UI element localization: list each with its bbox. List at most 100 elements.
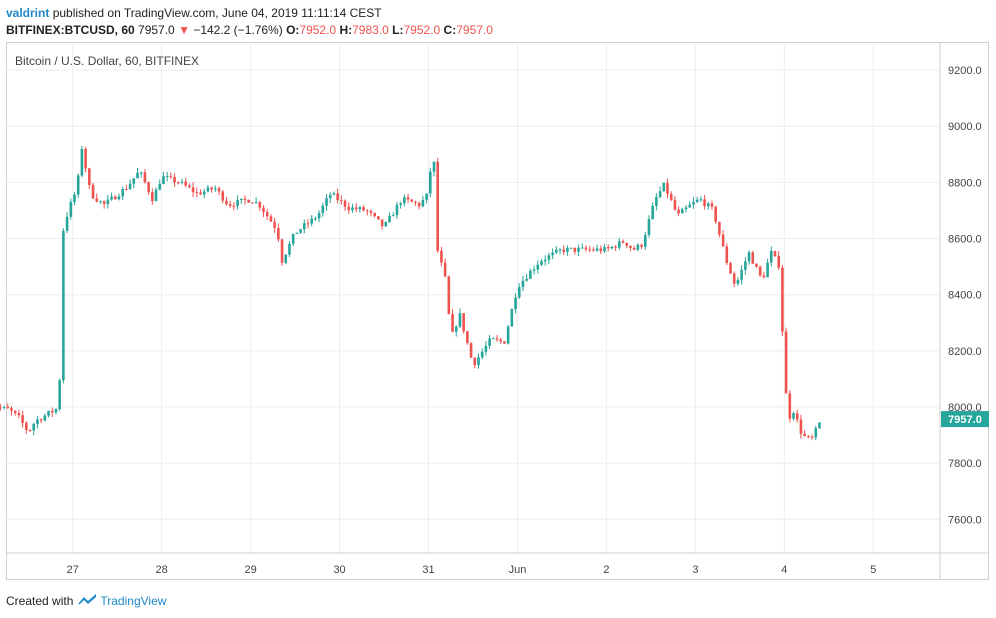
candle-body <box>288 243 291 255</box>
candle-body <box>643 235 647 247</box>
candle-body <box>195 192 199 194</box>
candle-body <box>99 201 102 203</box>
candle-body <box>681 209 684 214</box>
candle-body <box>592 249 595 251</box>
candle-body <box>488 338 491 346</box>
candle-body <box>265 212 269 217</box>
candle-body <box>818 422 821 429</box>
candle-body <box>325 198 328 206</box>
candle-body <box>76 175 80 195</box>
y-tick-label: 9200.0 <box>948 65 982 77</box>
candles <box>0 146 821 441</box>
candle-body <box>618 241 621 248</box>
x-tick-label: 30 <box>333 564 345 576</box>
x-tick-label: 29 <box>244 564 256 576</box>
candle-body <box>43 415 47 421</box>
candle-body <box>436 161 440 251</box>
x-tick-label: 5 <box>870 564 876 576</box>
candle-body <box>466 331 469 344</box>
candle-body <box>706 203 710 207</box>
candle-body <box>714 206 717 222</box>
candle-body <box>273 221 276 228</box>
candle-body <box>625 242 629 246</box>
candle-body <box>110 196 113 200</box>
candle-body <box>599 248 603 252</box>
candle-body <box>810 436 814 438</box>
candle-body <box>429 171 432 194</box>
candle-body <box>36 419 39 425</box>
tradingview-logo-icon <box>77 593 97 608</box>
candle-body <box>417 202 421 207</box>
candle-body <box>95 198 99 202</box>
candle-body <box>484 345 488 352</box>
candle-body <box>521 280 525 288</box>
candle-body <box>766 262 769 278</box>
candle-body <box>176 182 180 184</box>
high-label: H: <box>339 23 353 37</box>
candle-body <box>17 413 21 416</box>
x-tick-label: 31 <box>422 564 434 576</box>
candle-body <box>640 244 643 247</box>
candle-body <box>584 247 588 250</box>
candle-body <box>503 341 506 344</box>
candle-body <box>736 279 740 284</box>
candle-body <box>191 187 195 193</box>
candle-body <box>377 216 380 220</box>
candle-body <box>188 185 191 188</box>
x-tick-label: 3 <box>692 564 698 576</box>
high-value: 7983.0 <box>352 23 389 37</box>
y-tick-label: 8600.0 <box>948 234 982 246</box>
candle-body <box>529 270 532 279</box>
footer-branding: Created with TradingView <box>6 593 166 608</box>
published-text: published on TradingView.com, June 04, 2… <box>52 6 382 20</box>
candle-body <box>499 339 503 342</box>
candle-body <box>365 210 369 212</box>
candle-body <box>388 215 391 223</box>
candle-body <box>136 172 139 179</box>
candle-body <box>165 176 169 178</box>
candle-body <box>184 181 187 186</box>
candle-body <box>632 248 636 250</box>
candle-body <box>458 313 462 327</box>
y-tick-label: 7600.0 <box>948 514 982 526</box>
candle-body <box>758 266 762 276</box>
candle-body <box>555 249 558 253</box>
candle-body <box>0 407 2 409</box>
symbol-label: BITFINEX:BTCUSD, 60 <box>6 23 135 37</box>
x-tick-label: 28 <box>156 564 168 576</box>
candle-body <box>695 199 699 202</box>
candle-body <box>373 212 377 217</box>
last-price-value: 7957.0 <box>138 23 175 37</box>
low-label: L: <box>392 23 404 37</box>
tradingview-link[interactable]: TradingView <box>100 593 167 608</box>
candle-body <box>566 247 569 252</box>
candle-body <box>25 422 28 431</box>
candle-body <box>214 188 217 190</box>
candle-body <box>32 424 36 431</box>
candle-body <box>50 410 54 413</box>
candle-body <box>447 276 451 314</box>
candle-body <box>117 196 121 200</box>
candle-body <box>773 251 777 257</box>
candle-body <box>551 252 554 256</box>
candle-body <box>280 239 284 263</box>
candle-body <box>395 205 399 216</box>
grid-lines <box>6 42 940 553</box>
candle-body <box>295 232 299 234</box>
candle-body <box>577 247 580 252</box>
chart-title: Bitcoin / U.S. Dollar, 60, BITFINEX <box>15 54 200 68</box>
candle-body <box>221 191 225 201</box>
author-link[interactable]: valdrint <box>6 6 50 20</box>
low-value: 7952.0 <box>403 23 441 37</box>
candle-body <box>784 331 788 394</box>
candle-body <box>225 200 228 205</box>
candle-body <box>125 189 128 191</box>
candle-body <box>666 182 669 194</box>
candle-body <box>58 380 61 410</box>
candle-body <box>202 191 206 195</box>
candle-body <box>718 221 721 235</box>
y-tick-label: 8800.0 <box>948 177 982 189</box>
candle-body <box>180 181 184 183</box>
candle-body <box>510 309 514 327</box>
